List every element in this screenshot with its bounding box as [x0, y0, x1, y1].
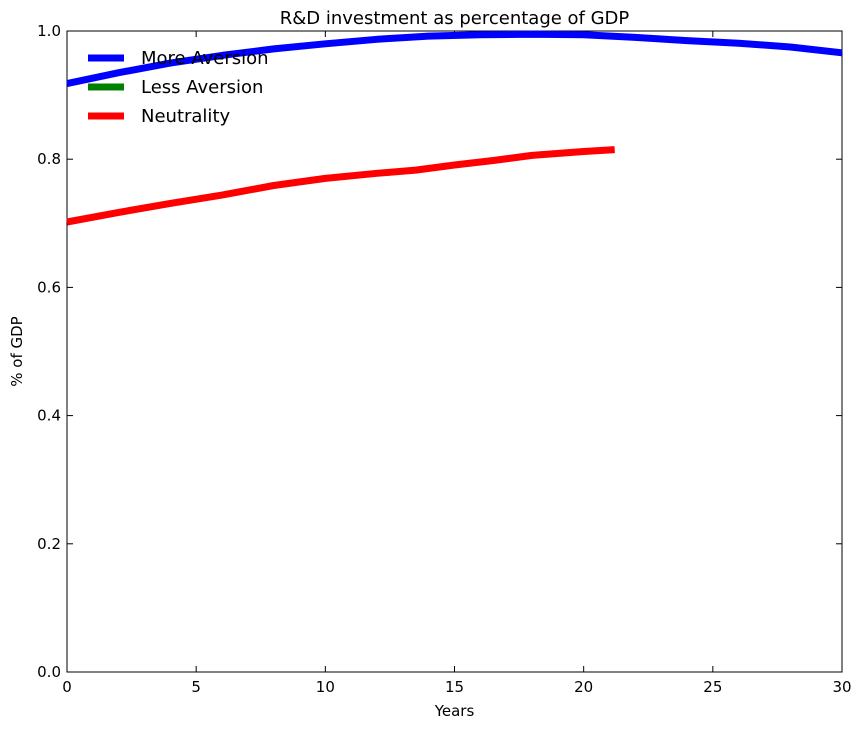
plot-area-frame — [66, 30, 843, 673]
x-tick-label: 15 — [445, 678, 464, 696]
y-axis-label: % of GDP — [8, 316, 26, 386]
x-axis-label: Years — [434, 702, 475, 720]
y-tick-label: 0.2 — [37, 535, 61, 553]
legend-label: Neutrality — [141, 106, 230, 127]
y-tick-label: 1.0 — [37, 22, 61, 40]
y-tick-label: 0.0 — [37, 663, 61, 681]
x-tick-label: 25 — [703, 678, 722, 696]
x-tick-label: 30 — [832, 678, 851, 696]
x-tick-label: 5 — [191, 678, 201, 696]
series-line-neutrality — [66, 146, 615, 226]
legend-label: Less Aversion — [141, 77, 263, 98]
legend: More Aversion Less Aversion Neutrality — [88, 48, 269, 127]
legend-label: More Aversion — [141, 48, 269, 69]
x-tick-label: 10 — [316, 678, 335, 696]
y-tick-label: 0.4 — [37, 407, 61, 425]
chart-title: R&D investment as percentage of GDP — [280, 8, 630, 29]
x-tick-label: 0 — [62, 678, 72, 696]
x-tick-label: 20 — [574, 678, 593, 696]
series-line-more-aversion — [66, 30, 843, 88]
y-tick-label: 0.6 — [37, 278, 61, 296]
y-tick-label: 0.8 — [37, 150, 61, 168]
